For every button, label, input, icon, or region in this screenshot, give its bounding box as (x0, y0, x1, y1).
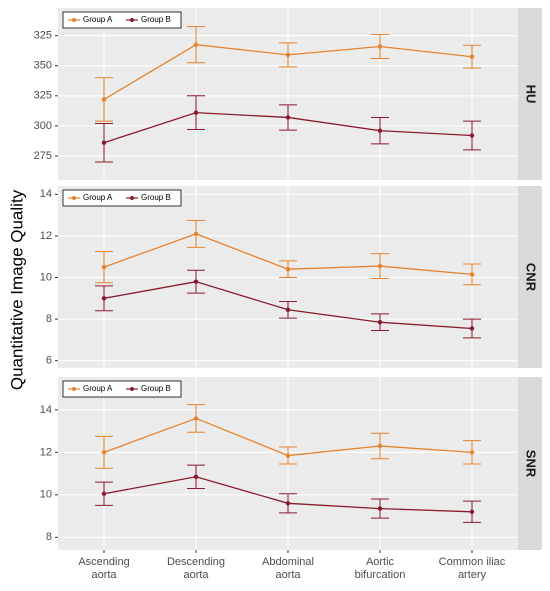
legend-marker (130, 196, 134, 200)
data-point (377, 263, 383, 269)
y-tick-label: 12 (40, 446, 52, 458)
data-point (469, 54, 475, 59)
y-tick-label: 325 (34, 90, 52, 102)
y-tick-label: 10 (40, 271, 52, 283)
y-tick-label: 300 (34, 120, 52, 132)
y-tick-label: 10 (40, 489, 52, 501)
legend-marker (72, 387, 76, 391)
data-point (469, 272, 475, 277)
data-point (469, 133, 475, 138)
x-tick-label: Aortic bifurcation (355, 556, 406, 581)
facet-label: CNR (524, 263, 539, 292)
legend-marker (130, 18, 134, 22)
legend-box (62, 380, 182, 398)
x-tick-label: Ascending aorta (78, 556, 129, 581)
legend-box (62, 189, 182, 207)
data-point (469, 326, 475, 331)
y-tick-label: 8 (46, 313, 52, 325)
data-point (101, 97, 107, 102)
data-point (285, 267, 291, 272)
data-point (193, 416, 199, 421)
legend-marker (130, 387, 134, 391)
data-point (101, 140, 107, 145)
data-point (285, 453, 291, 458)
data-point (377, 443, 383, 449)
data-point (469, 509, 475, 514)
facet-strip (518, 377, 542, 550)
x-tick-label: Abdominal aorta (262, 556, 314, 581)
legend-label: Group B (141, 193, 171, 202)
facet-label: HU (524, 85, 539, 104)
facet-label: SNR (524, 450, 539, 478)
data-point (101, 450, 107, 455)
legend-label: Group B (141, 384, 171, 393)
data-point (193, 42, 199, 47)
x-tick-label: Common iliac artery (439, 556, 506, 581)
y-tick-label: 14 (40, 188, 52, 200)
y-tick-label: 8 (46, 531, 52, 543)
legend-label: Group B (141, 15, 171, 24)
legend-label: Group A (83, 193, 113, 202)
y-tick-label: 14 (40, 404, 52, 416)
data-point (285, 307, 291, 312)
data-point (193, 231, 199, 237)
data-point (101, 296, 107, 301)
data-point (377, 506, 383, 511)
x-tick-label: Descending aorta (167, 556, 225, 581)
legend-marker (72, 196, 76, 200)
y-axis-label: Quantitative Image Quality (7, 189, 26, 390)
legend-label: Group A (83, 15, 113, 24)
facet-strip (518, 8, 542, 180)
facet-strip (518, 186, 542, 368)
data-point (377, 44, 383, 49)
data-point (285, 501, 291, 506)
data-point (193, 110, 199, 115)
data-point (469, 450, 475, 455)
data-point (101, 264, 107, 270)
y-tick-label: 6 (46, 355, 52, 367)
data-point (377, 320, 383, 325)
y-tick-label: 325 (34, 30, 52, 42)
y-tick-label: 350 (34, 60, 52, 72)
y-tick-label: 275 (34, 150, 52, 162)
legend-marker (72, 18, 76, 22)
data-point (101, 491, 107, 496)
legend-label: Group A (83, 384, 113, 393)
y-tick-label: 12 (40, 230, 52, 242)
data-point (193, 279, 199, 284)
data-point (285, 52, 291, 58)
legend-box (62, 11, 182, 29)
data-point (285, 115, 291, 120)
data-point (193, 474, 199, 479)
data-point (377, 128, 383, 133)
